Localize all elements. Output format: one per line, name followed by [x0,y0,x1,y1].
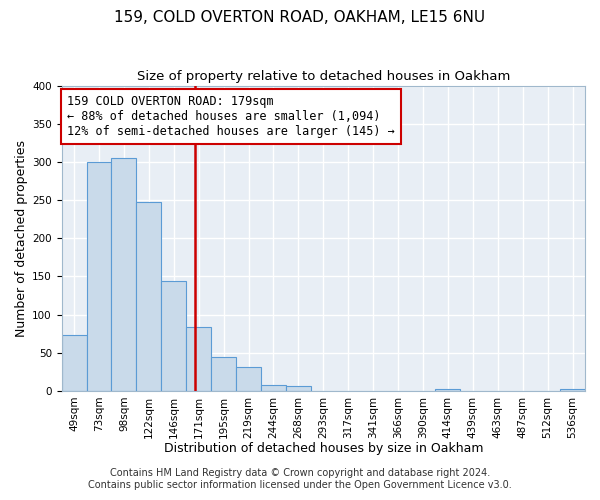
Text: 159, COLD OVERTON ROAD, OAKHAM, LE15 6NU: 159, COLD OVERTON ROAD, OAKHAM, LE15 6NU [115,10,485,25]
Bar [560,388,585,391]
Text: 159 COLD OVERTON ROAD: 179sqm
← 88% of detached houses are smaller (1,094)
12% o: 159 COLD OVERTON ROAD: 179sqm ← 88% of d… [67,94,395,138]
Text: Contains HM Land Registry data © Crown copyright and database right 2024.
Contai: Contains HM Land Registry data © Crown c… [88,468,512,490]
Bar [261,384,286,391]
Bar [86,162,112,391]
Bar [161,281,186,391]
Bar [236,367,261,391]
Bar [286,386,311,391]
Bar [62,335,86,391]
Title: Size of property relative to detached houses in Oakham: Size of property relative to detached ho… [137,70,510,83]
Bar [186,328,211,391]
Bar [136,202,161,391]
Bar [436,388,460,391]
Bar [211,358,236,391]
X-axis label: Distribution of detached houses by size in Oakham: Distribution of detached houses by size … [164,442,483,455]
Y-axis label: Number of detached properties: Number of detached properties [15,140,28,336]
Bar [112,158,136,391]
